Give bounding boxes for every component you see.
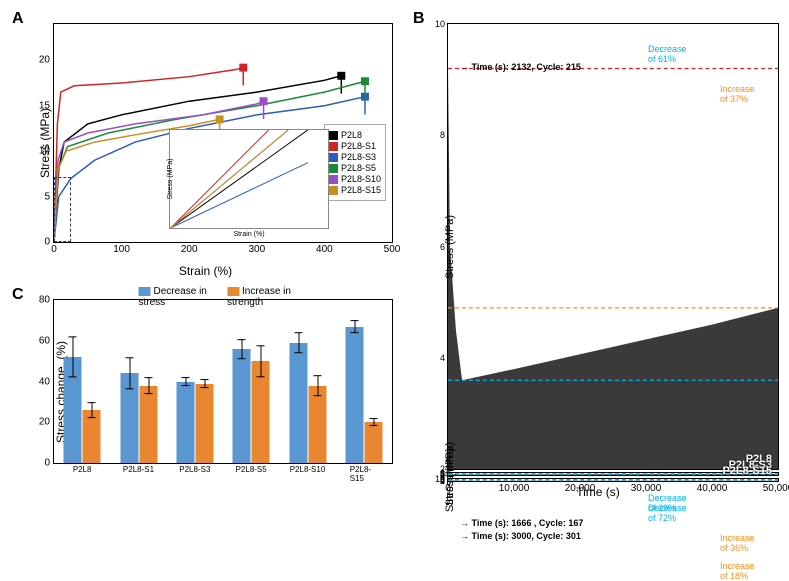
- panel-c-label: C: [12, 286, 24, 304]
- bar-group: [289, 300, 326, 463]
- bar-group: [120, 300, 157, 463]
- panel-c: C Stress change, (%) Decrease in stressI…: [8, 284, 403, 499]
- legend-item: P2L8: [329, 130, 381, 140]
- legend-item: P2L8-S15: [329, 185, 381, 195]
- panel-c-legend: Decrease in stressIncrease in strength: [139, 286, 308, 308]
- bar-group: [345, 300, 382, 463]
- panel-a-label: A: [12, 10, 24, 28]
- legend-item: P2L8-S10: [329, 174, 381, 184]
- bar-group: [233, 300, 270, 463]
- panel-b-subchart: 246810Stress (MPa)→ Time (s): 3000, Cycl…: [447, 478, 779, 482]
- panel-a-inset: Stress (MPa) Strain (%): [169, 129, 329, 229]
- legend-item: P2L8-S5: [329, 163, 381, 173]
- legend-item: P2L8-S3: [329, 152, 381, 162]
- bar-group: [176, 300, 213, 463]
- panel-b-subchart: 246810Stress (MPa)→ Time (s): 2132, Cycl…: [447, 23, 779, 470]
- panel-b-label: B: [413, 10, 425, 28]
- bar-group: [64, 300, 101, 463]
- panel-a-zoom-box: [54, 177, 71, 242]
- panel-a: A Stress (MPa) Strain (%) P2L8P2L8-S1P2L…: [8, 8, 403, 278]
- panel-b-xlabel: Time (s): [576, 485, 620, 499]
- panel-b: B 246810Stress (MPa)→ Time (s): 2132, Cy…: [409, 8, 787, 499]
- legend-item: P2L8-S1: [329, 141, 381, 151]
- panel-c-chart: Decrease in stressIncrease in strength 0…: [53, 299, 393, 464]
- panel-a-chart: P2L8P2L8-S1P2L8-S3P2L8-S5P2L8-S10P2L8-S1…: [53, 23, 393, 243]
- panel-a-xlabel: Strain (%): [179, 264, 232, 278]
- panel-a-ylabel: Stress (MPa): [38, 108, 52, 178]
- panel-a-legend: P2L8P2L8-S1P2L8-S3P2L8-S5P2L8-S10P2L8-S1…: [324, 124, 386, 201]
